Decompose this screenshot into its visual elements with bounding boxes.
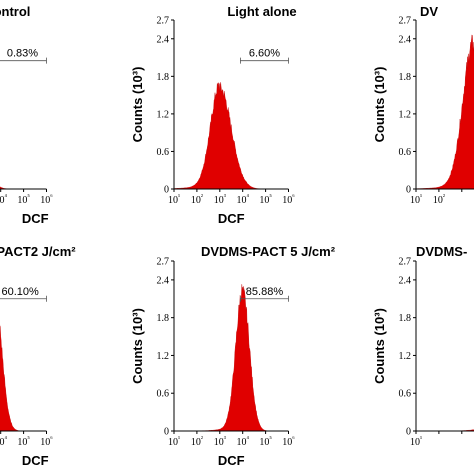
panel-title: DV xyxy=(420,4,438,19)
y-tick-label: 2.7 xyxy=(399,16,412,27)
x-tick-label: 10⁴ xyxy=(0,193,7,206)
gate-percent-label: 85.88% xyxy=(246,286,284,298)
x-tick-label: 10⁵ xyxy=(17,193,30,206)
y-tick-label: 2.7 xyxy=(157,257,170,268)
y-tick-label: 0.6 xyxy=(399,389,412,400)
x-tick-label: 10⁶ xyxy=(40,435,53,448)
x-tick-label: 10⁶ xyxy=(282,435,295,448)
x-tick-label: 10¹ xyxy=(168,193,180,206)
panel-title: Light alone xyxy=(227,4,296,19)
x-axis-label: DCF xyxy=(22,453,49,468)
y-axis-label: Counts (10³) xyxy=(130,308,145,384)
y-tick-label: 2.4 xyxy=(157,275,170,286)
x-tick-label: 10⁴ xyxy=(236,193,249,206)
y-axis-label: Counts (10³) xyxy=(372,308,387,384)
x-axis-label: DCF xyxy=(218,453,245,468)
x-tick-label: 10⁴ xyxy=(0,435,7,448)
y-tick-label: 2.4 xyxy=(157,34,170,45)
x-tick-label: 10⁴ xyxy=(236,435,249,448)
histogram-area xyxy=(174,284,289,432)
x-tick-label: 10⁵ xyxy=(259,193,272,206)
y-tick-label: 1.2 xyxy=(157,109,170,120)
x-tick-label: 10⁶ xyxy=(40,193,53,206)
y-tick-label: 0.6 xyxy=(157,147,170,158)
gate-percent-label: 60.10% xyxy=(2,286,40,298)
histogram-area xyxy=(0,186,47,190)
y-tick-label: 0.6 xyxy=(399,147,412,158)
x-tick-label: 10¹ xyxy=(410,193,422,206)
panel-title: DVDMS-PACT 5 J/cm² xyxy=(201,244,336,259)
x-tick-label: 10⁵ xyxy=(259,435,272,448)
x-tick-label: 10³ xyxy=(214,435,226,448)
x-tick-label: 10² xyxy=(191,193,203,206)
x-axis-label: DCF xyxy=(218,211,245,226)
y-tick-label: 2.7 xyxy=(399,257,412,268)
y-tick-label: 1.2 xyxy=(399,109,412,120)
y-axis-label: Counts (10³) xyxy=(372,67,387,143)
y-tick-label: 0.6 xyxy=(157,389,170,400)
y-tick-label: 0 xyxy=(406,427,411,438)
x-tick-label: 10⁵ xyxy=(17,435,30,448)
x-tick-label: 10¹ xyxy=(168,435,180,448)
y-tick-label: 2.7 xyxy=(157,16,170,27)
x-axis-label: DCF xyxy=(22,211,49,226)
x-tick-label: 10¹ xyxy=(410,435,422,448)
y-tick-label: 1.2 xyxy=(399,351,412,362)
gate-percent-label: 0.83% xyxy=(7,48,38,60)
y-tick-label: 1.8 xyxy=(157,72,170,83)
panel-title: PACT2 J/cm² xyxy=(0,244,76,259)
y-tick-label: 1.8 xyxy=(399,313,412,324)
panel-title: ontrol xyxy=(0,4,30,19)
x-tick-label: 10³ xyxy=(214,193,226,206)
y-tick-label: 0 xyxy=(164,185,169,196)
x-tick-label: 10² xyxy=(433,193,445,206)
y-axis-label: Counts (10³) xyxy=(130,67,145,143)
gate-percent-label: 6.60% xyxy=(249,48,280,60)
y-tick-label: 1.8 xyxy=(157,313,170,324)
histogram-area xyxy=(415,34,474,190)
panel-title: DVDMS- xyxy=(416,244,467,259)
x-tick-label: 10² xyxy=(191,435,203,448)
x-tick-label: 10⁶ xyxy=(282,193,295,206)
histogram-area xyxy=(173,82,289,190)
histogram-area xyxy=(416,429,474,432)
y-tick-label: 0 xyxy=(406,185,411,196)
y-tick-label: 0 xyxy=(164,427,169,438)
y-tick-label: 2.4 xyxy=(399,34,412,45)
y-tick-label: 1.8 xyxy=(399,72,412,83)
histogram-area xyxy=(0,325,47,432)
y-tick-label: 2.4 xyxy=(399,275,412,286)
y-tick-label: 1.2 xyxy=(157,351,170,362)
